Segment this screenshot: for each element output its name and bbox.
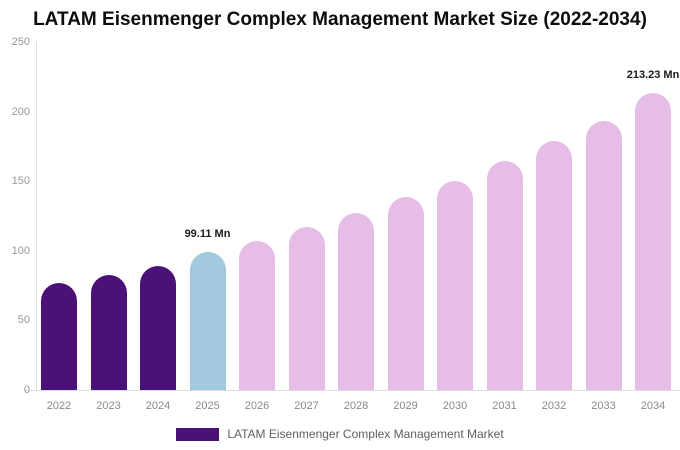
x-tick-2031: 2031 xyxy=(492,400,517,412)
bar-2030[interactable] xyxy=(437,180,473,390)
bar-value-label-2025: 99.11 Mn xyxy=(184,228,231,241)
bar-2033[interactable] xyxy=(585,120,622,390)
y-axis-line xyxy=(36,42,37,390)
x-tick-2026: 2026 xyxy=(244,400,270,412)
bar-value-label-2034: 213.23 Mn xyxy=(626,69,680,82)
x-tick-2022: 2022 xyxy=(46,400,72,412)
x-axis-line xyxy=(25,390,680,391)
y-tick-200: 200 xyxy=(11,105,30,118)
x-tick-2027: 2027 xyxy=(294,400,319,412)
bar-2024[interactable] xyxy=(140,266,176,390)
y-tick-250: 250 xyxy=(11,36,30,48)
bar-2029[interactable] xyxy=(387,197,424,390)
x-tick-2025: 2025 xyxy=(195,400,220,412)
x-tick-2028: 2028 xyxy=(343,400,369,412)
x-tick-2023: 2023 xyxy=(96,400,121,412)
bar-2026[interactable] xyxy=(239,240,275,390)
bar-2031[interactable] xyxy=(486,161,523,390)
x-tick-2030: 2030 xyxy=(442,400,468,412)
bar-2028[interactable] xyxy=(338,213,374,390)
x-tick-2034: 2034 xyxy=(640,400,666,412)
x-tick-2024: 2024 xyxy=(145,400,171,412)
chart-title: LATAM Eisenmenger Complex Management Mar… xyxy=(33,9,647,30)
legend-label: LATAM Eisenmenger Complex Management Mar… xyxy=(227,427,504,441)
bar-2022[interactable] xyxy=(41,283,77,390)
legend-swatch xyxy=(176,427,220,441)
y-tick-100: 100 xyxy=(11,244,30,257)
y-tick-50: 50 xyxy=(17,314,30,327)
bar-2032[interactable] xyxy=(536,141,572,390)
bar-2023[interactable] xyxy=(90,275,127,390)
y-tick-150: 150 xyxy=(11,175,30,188)
x-tick-2032: 2032 xyxy=(541,400,567,412)
x-tick-2033: 2033 xyxy=(591,400,616,412)
x-tick-2029: 2029 xyxy=(393,400,418,412)
y-tick-0: 0 xyxy=(23,384,30,396)
legend-item[interactable]: LATAM Eisenmenger Complex Management Mar… xyxy=(0,426,680,442)
bar-2027[interactable] xyxy=(288,227,325,390)
bar-2034[interactable] xyxy=(635,93,671,390)
bar-2025[interactable] xyxy=(189,252,226,390)
